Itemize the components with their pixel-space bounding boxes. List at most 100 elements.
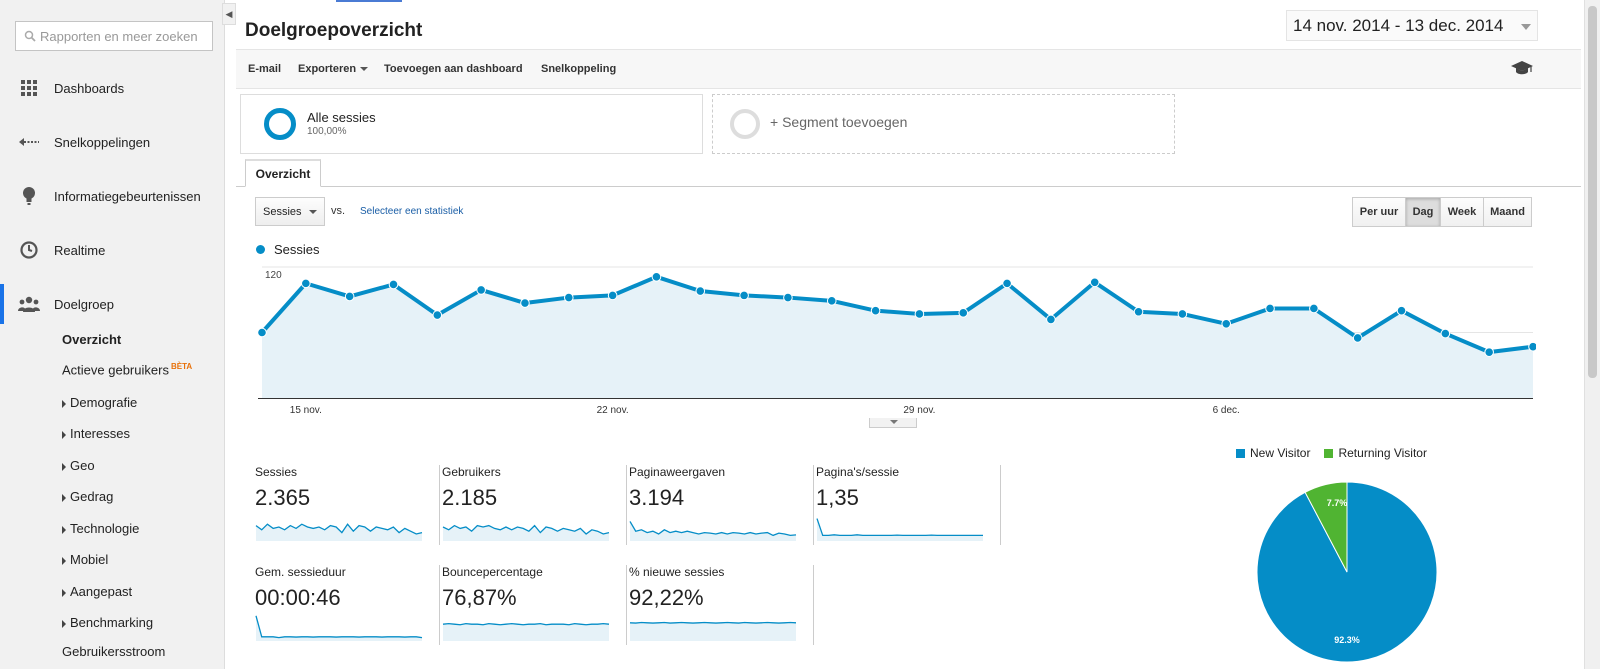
- sub-interesses[interactable]: Interesses: [62, 426, 130, 441]
- data-point[interactable]: [958, 308, 969, 318]
- sub-demografie[interactable]: Demografie: [62, 395, 137, 410]
- sub-label: Geo: [70, 458, 95, 473]
- data-point[interactable]: [914, 309, 925, 319]
- add-segment-button[interactable]: + Segment toevoegen: [712, 94, 1175, 154]
- chart-expand-toggle[interactable]: [869, 418, 917, 428]
- sparkline-line: [255, 523, 423, 535]
- metric-tile[interactable]: Sessies 2.365: [255, 465, 440, 545]
- email-button[interactable]: E-mail: [248, 63, 282, 75]
- nav-informatiegebeurtenissen[interactable]: Informatiegebeurtenissen: [0, 176, 225, 216]
- data-point[interactable]: [1440, 328, 1451, 339]
- data-point[interactable]: [739, 290, 749, 301]
- data-point[interactable]: [1177, 309, 1188, 319]
- series-line: [260, 274, 1534, 355]
- sub-aangepast[interactable]: Aangepast: [62, 584, 132, 599]
- granularity-month-button[interactable]: Maand: [1483, 197, 1532, 227]
- metric-tile[interactable]: % nieuwe sessies 92,22%: [629, 565, 814, 645]
- nav-label: Snelkoppelingen: [54, 134, 151, 150]
- data-point[interactable]: [476, 285, 486, 295]
- granularity-day-button[interactable]: Dag: [1405, 197, 1441, 227]
- search-icon: [24, 30, 36, 42]
- metric-tile[interactable]: Paginaweergaven 3.194: [629, 465, 814, 545]
- data-point[interactable]: [388, 279, 399, 290]
- sparkline: [255, 523, 423, 541]
- data-point[interactable]: [1309, 303, 1319, 314]
- data-point[interactable]: [651, 272, 662, 282]
- page-title: Doelgroepoverzicht: [245, 20, 423, 41]
- collapse-sidebar-button[interactable]: ◀: [222, 3, 236, 25]
- search-input[interactable]: Rapporten en meer zoeken: [15, 21, 213, 51]
- data-point[interactable]: [1089, 277, 1100, 288]
- metric-tile[interactable]: Bouncepercentage 76,87%: [442, 565, 627, 645]
- export-button[interactable]: Exporteren: [298, 63, 369, 75]
- metric-select[interactable]: Sessies: [255, 197, 325, 226]
- data-point[interactable]: [344, 291, 355, 302]
- pie-slice[interactable]: [1304, 481, 1348, 573]
- data-point[interactable]: [1046, 314, 1056, 325]
- sub-benchmarking[interactable]: Benchmarking: [62, 615, 153, 630]
- expand-triangle-icon: [62, 588, 66, 597]
- metric-tile[interactable]: Gem. sessieduur 00:00:46: [255, 565, 440, 645]
- tab-divider: [236, 186, 1581, 187]
- granularity-hour-button[interactable]: Per uur: [1352, 197, 1406, 227]
- data-point[interactable]: [826, 296, 837, 306]
- top-accent-bar: [336, 0, 402, 2]
- add-to-dashboard-button[interactable]: Toevoegen aan dashboard: [384, 63, 523, 75]
- sparkline-fill: [443, 623, 609, 641]
- nav-doelgroep[interactable]: Doelgroep: [0, 284, 225, 324]
- shortcut-button[interactable]: Snelkoppeling: [541, 63, 617, 75]
- expand-triangle-icon: [62, 493, 66, 502]
- data-point[interactable]: [301, 278, 311, 289]
- metric-label: Sessies: [255, 465, 298, 479]
- metric-tile[interactable]: Pagina's/sessie 1,35: [816, 465, 1001, 545]
- sub-geo[interactable]: Geo: [62, 458, 95, 473]
- data-point[interactable]: [607, 290, 618, 301]
- chevron-left-icon: ◀: [225, 8, 233, 19]
- sub-technologie[interactable]: Technologie: [62, 521, 139, 536]
- metric-tile[interactable]: Gebruikers 2.185: [442, 465, 627, 545]
- data-point[interactable]: [695, 286, 706, 296]
- data-point[interactable]: [1221, 318, 1232, 329]
- data-point[interactable]: [432, 310, 443, 320]
- sub-gedrag[interactable]: Gedrag: [62, 489, 113, 504]
- page-scrollbar[interactable]: [1584, 0, 1600, 669]
- nav-realtime[interactable]: Realtime: [0, 230, 225, 270]
- sub-mobiel[interactable]: Mobiel: [62, 552, 108, 567]
- data-point[interactable]: [257, 327, 267, 338]
- data-point[interactable]: [563, 292, 574, 303]
- nav-snelkoppelingen[interactable]: Snelkoppelingen: [0, 122, 225, 162]
- data-point[interactable]: [1396, 305, 1407, 316]
- graduation-cap-icon[interactable]: [1511, 60, 1533, 79]
- data-point[interactable]: [1265, 303, 1275, 314]
- data-point[interactable]: [1133, 306, 1144, 317]
- nav-dashboards[interactable]: Dashboards: [0, 68, 225, 108]
- visitor-pie-chart: 92.3% 7.7%: [1256, 481, 1438, 663]
- export-label: Exporteren: [298, 63, 357, 75]
- granularity-week-button[interactable]: Week: [1440, 197, 1484, 227]
- data-point[interactable]: [783, 292, 793, 303]
- data-point[interactable]: [1528, 341, 1536, 352]
- data-point[interactable]: [520, 298, 530, 308]
- data-point[interactable]: [870, 305, 881, 316]
- scrollbar-thumb[interactable]: [1588, 6, 1597, 378]
- expand-triangle-icon: [62, 619, 66, 628]
- date-range-picker[interactable]: 14 nov. 2014 - 13 dec. 2014: [1286, 10, 1538, 41]
- sub-actieve-gebruikers[interactable]: Actieve gebruikers BÈTA: [62, 362, 192, 377]
- chevron-down-icon: [309, 210, 317, 214]
- pie-slice-label: 92.3%: [1334, 635, 1360, 645]
- segment-all-sessions[interactable]: Alle sessies 100,00%: [240, 94, 703, 154]
- data-point[interactable]: [1484, 347, 1494, 357]
- sub-gebruikersstroom[interactable]: Gebruikersstroom: [62, 644, 166, 659]
- date-range-text: 14 nov. 2014 - 13 dec. 2014: [1293, 15, 1504, 35]
- tab-overzicht[interactable]: Overzicht: [245, 159, 321, 187]
- toolbar: E-mail Exporteren Toevoegen aan dashboar…: [236, 49, 1581, 89]
- sub-overzicht[interactable]: Overzicht: [62, 332, 122, 347]
- legend-label-new: New Visitor: [1250, 446, 1311, 460]
- data-point[interactable]: [1002, 278, 1012, 289]
- clock-icon: [18, 239, 40, 261]
- segment-ring-icon: [264, 108, 296, 140]
- select-statistic-link[interactable]: Selecteer een statistiek: [360, 206, 464, 217]
- sub-label: Gedrag: [70, 489, 114, 504]
- area-fill: [262, 276, 1533, 398]
- data-point[interactable]: [1352, 333, 1363, 343]
